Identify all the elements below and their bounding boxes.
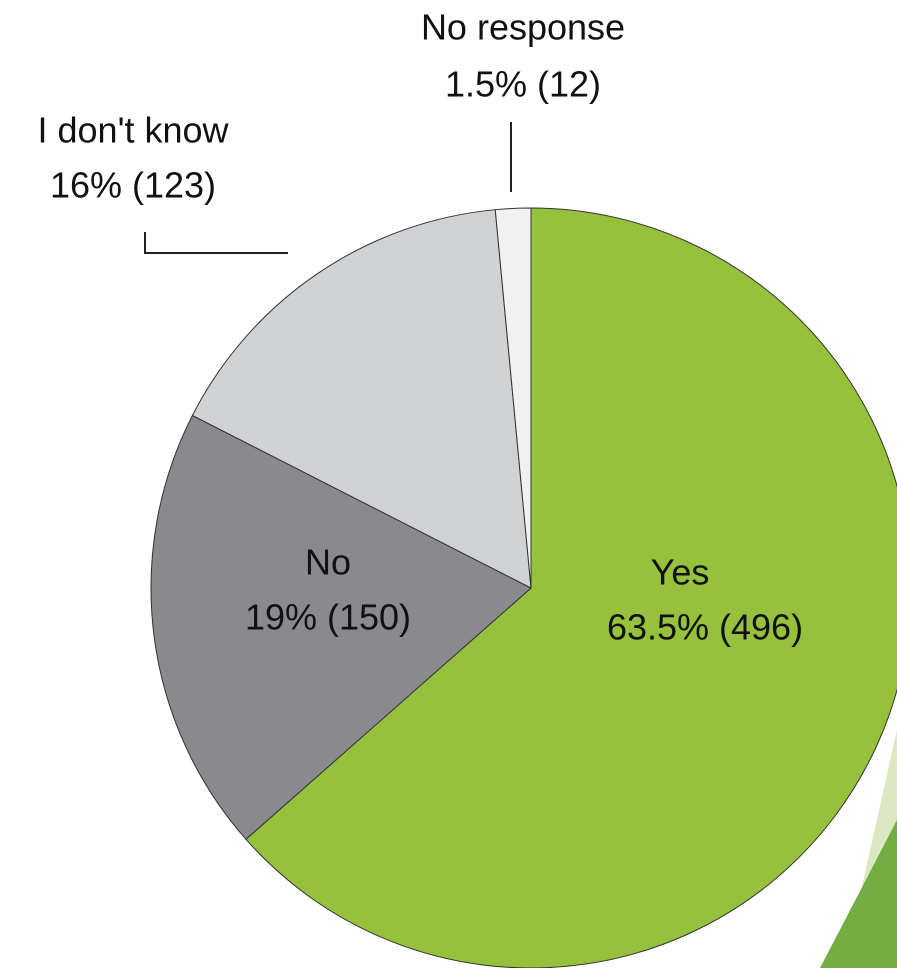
decoration bbox=[820, 820, 897, 968]
pie bbox=[150, 207, 897, 968]
slice-label: Yes bbox=[651, 552, 710, 593]
value-label: 16% (123) bbox=[50, 165, 216, 206]
slice-label: No response bbox=[421, 7, 625, 48]
slice-label: No bbox=[305, 542, 351, 583]
pie-slice bbox=[494, 207, 532, 589]
pie-slice bbox=[150, 414, 532, 841]
value-label: 19% (150) bbox=[245, 597, 411, 638]
value-label: 1.5% (12) bbox=[445, 64, 601, 105]
slice-label: I don't know bbox=[38, 110, 230, 151]
pie-slice bbox=[245, 207, 897, 968]
leader-line bbox=[144, 232, 288, 254]
pie-slice bbox=[191, 209, 532, 589]
value-label: 63.5% (496) bbox=[607, 607, 803, 648]
